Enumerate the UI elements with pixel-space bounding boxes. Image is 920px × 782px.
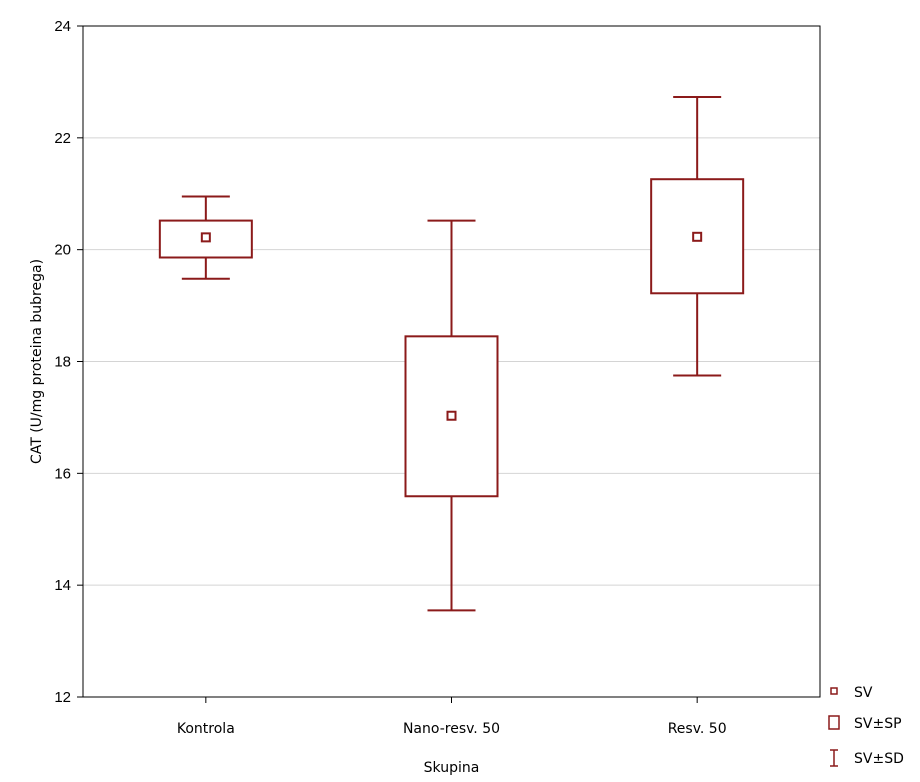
y-axis-title: CAT (U/mg proteina bubrega) — [29, 259, 45, 464]
legend: SV SV±SP SV±SD — [828, 685, 904, 767]
y-tick-label: 24 — [54, 18, 71, 35]
x-tick-label: Resv. 50 — [668, 721, 727, 737]
mean-point — [692, 231, 703, 242]
legend-mean-marker — [830, 687, 838, 695]
x-tick-label: Kontrola — [177, 721, 235, 737]
legend-box-marker — [828, 715, 840, 730]
mean-point — [200, 232, 211, 243]
legend-label: SV±SP — [854, 716, 902, 732]
axes — [77, 25, 821, 703]
x-tick-label: Nano-resv. 50 — [403, 721, 500, 737]
y-tick-label: 14 — [54, 577, 71, 594]
y-tick-label: 12 — [54, 689, 71, 706]
y-tick-label: 16 — [54, 465, 71, 482]
x-axis-title: Skupina — [424, 760, 480, 776]
legend-label: SV — [854, 685, 873, 701]
box-group-1 — [404, 219, 499, 612]
axis-labels: 12 14 16 18 20 22 24 Kontrola Nano-resv. 50 Resv.… — [29, 18, 727, 776]
y-tick-label: 22 — [54, 130, 71, 147]
box-group-0 — [158, 195, 253, 280]
mean-point — [446, 410, 457, 421]
legend-label: SV±SD — [854, 751, 904, 767]
box-group-2 — [650, 96, 745, 377]
y-tick-label: 20 — [54, 242, 71, 259]
y-tick-label: 18 — [54, 354, 71, 371]
plot-marks — [158, 96, 745, 612]
